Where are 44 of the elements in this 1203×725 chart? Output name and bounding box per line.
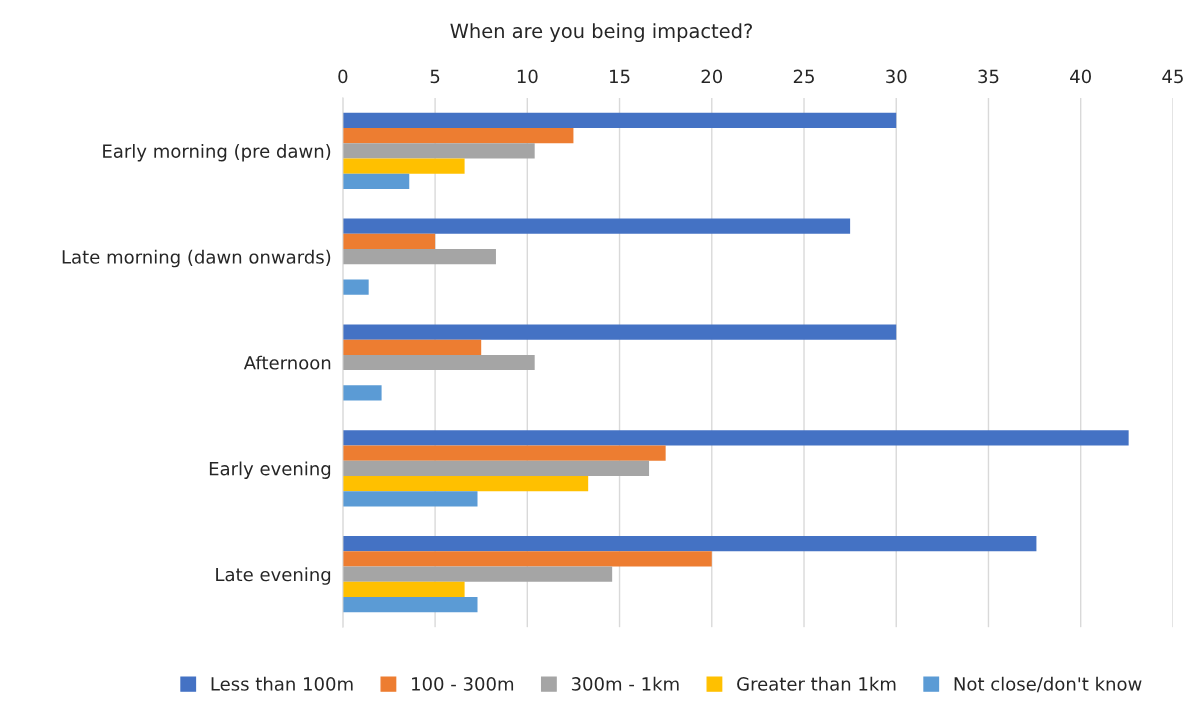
x-tick-label: 20 [701, 69, 723, 84]
y-tick-label: Early morning (pre dawn) [103, 143, 331, 162]
bar [342, 218, 851, 234]
bar [342, 536, 1037, 552]
bar [342, 233, 436, 250]
bar [342, 581, 465, 598]
bar [342, 354, 535, 371]
x-tick-label: 25 [793, 69, 814, 84]
legend-label: Greater than 1km [737, 676, 896, 691]
x-tick-label: 30 [886, 69, 907, 84]
bar [342, 158, 465, 174]
y-tick-label: Late morning (dawn onwards) [62, 249, 331, 268]
bar [342, 112, 897, 128]
legend-label: 100 - 300m [412, 677, 514, 691]
bar [342, 143, 535, 159]
x-tick-label: 15 [610, 69, 630, 84]
bar [342, 566, 613, 582]
bar [342, 173, 410, 189]
bar [342, 551, 712, 567]
y-tick-label: Late evening [216, 567, 331, 585]
bar [342, 475, 589, 492]
x-tick-label: 35 [978, 69, 999, 84]
legend-label: Not close/don't know [954, 676, 1142, 693]
bar [342, 339, 482, 355]
bar [342, 127, 574, 144]
y-tick-label: Early evening [209, 461, 331, 479]
legend-label: 300m - 1km [571, 676, 679, 691]
bar [342, 249, 496, 265]
bar [342, 385, 382, 401]
bar [342, 491, 478, 507]
x-tick-label: 40 [1070, 69, 1091, 84]
x-tick-label: 0 [338, 69, 348, 84]
bar [342, 279, 369, 295]
x-tick-label: 45 [1162, 69, 1183, 84]
bar [342, 430, 1129, 446]
x-tick-label: 10 [517, 69, 538, 84]
bar [342, 460, 650, 476]
x-tick-label: 5 [430, 69, 440, 84]
bar [342, 597, 478, 613]
bar [342, 324, 897, 340]
chart-title: When are you being impacted? [450, 23, 752, 43]
bar [342, 445, 666, 461]
legend-label: Less than 100m [211, 676, 353, 691]
y-tick-label: Afternoon [243, 355, 331, 370]
